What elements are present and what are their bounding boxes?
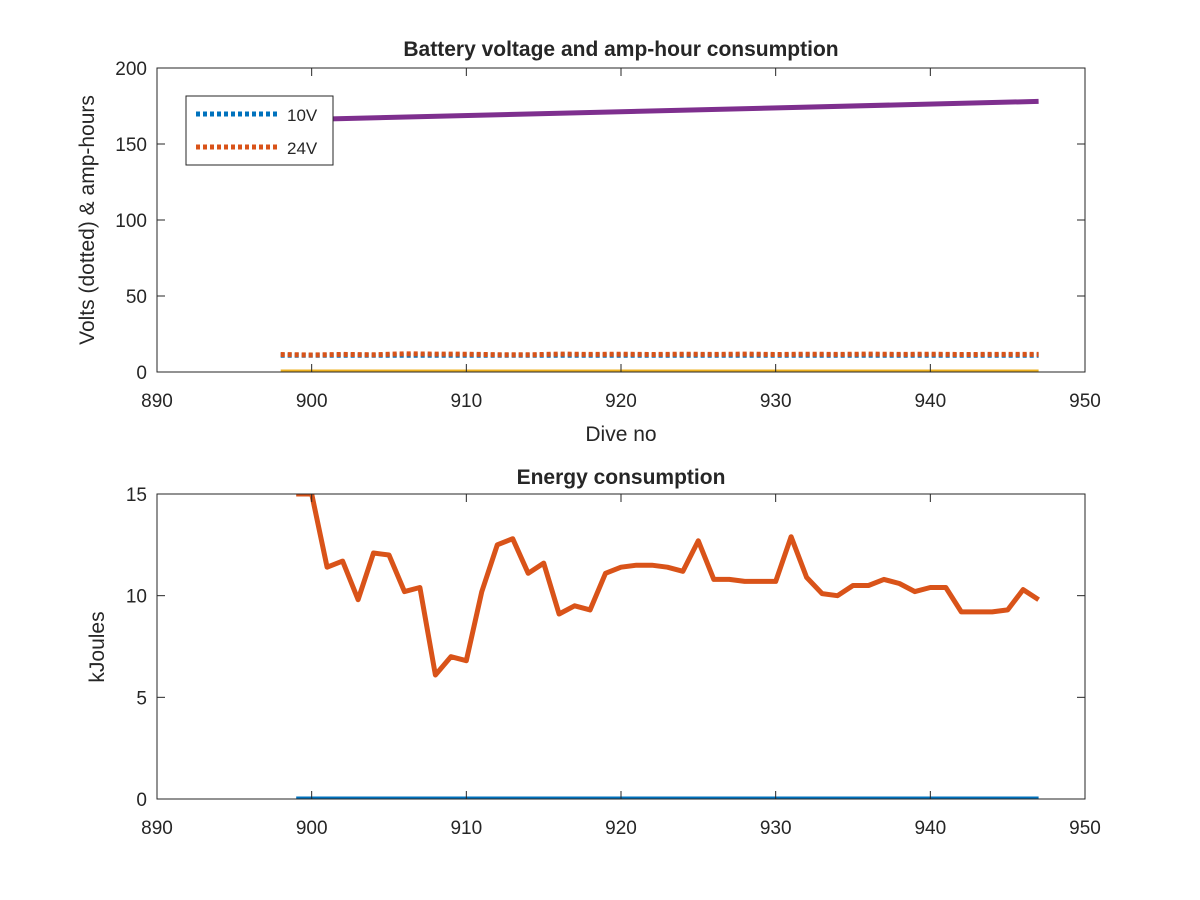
top-y-tick-label: 200 — [115, 59, 147, 80]
bottom-chart-title: Energy consumption — [517, 466, 726, 489]
top-y-tick-label: 50 — [126, 287, 147, 308]
top-x-tick-label: 920 — [605, 391, 637, 412]
top-x-tick-label: 910 — [450, 391, 482, 412]
bottom-series-line-1 — [296, 494, 1040, 678]
bottom-x-tick-label: 920 — [605, 818, 637, 839]
top-x-axis-label: Dive no — [585, 423, 656, 446]
top-x-tick-label: 940 — [914, 391, 946, 412]
top-y-tick-label: 100 — [115, 211, 147, 232]
bottom-x-tick-label: 930 — [760, 818, 792, 839]
top-series-line-1 — [280, 351, 1039, 358]
bottom-y-tick-label: 0 — [136, 790, 147, 811]
top-y-tick-label: 150 — [115, 135, 147, 156]
top-y-axis-label: Volts (dotted) & amp-hours — [76, 95, 99, 345]
top-chart-title: Battery voltage and amp-hour consumption — [403, 38, 838, 61]
bottom-y-tick-label: 15 — [126, 485, 147, 506]
bottom-series-group — [296, 494, 1040, 799]
bottom-y-axis-label: kJoules — [86, 611, 109, 682]
top-x-tick-label: 930 — [760, 391, 792, 412]
top-x-tick-label: 950 — [1069, 391, 1101, 412]
top-series-group — [280, 98, 1039, 372]
legend-label: 10V — [287, 106, 318, 125]
legend-label: 24V — [287, 139, 318, 158]
bottom-axes: Energy consumption kJoules 890 900 910 920 9… — [86, 466, 1101, 839]
top-x-tick-label: 890 — [141, 391, 173, 412]
top-axes: Battery voltage and amp-hour consumption… — [76, 38, 1101, 446]
bottom-y-tick-label: 5 — [136, 688, 147, 709]
bottom-x-tick-label: 950 — [1069, 818, 1101, 839]
legend-box — [185, 95, 334, 166]
bottom-x-tick-label: 900 — [296, 818, 328, 839]
bottom-x-tick-label: 890 — [141, 818, 173, 839]
top-x-tick-label: 900 — [296, 391, 328, 412]
bottom-x-tick-label: 940 — [914, 818, 946, 839]
top-series-line-3 — [296, 98, 1039, 123]
bottom-y-tick-label: 10 — [126, 587, 147, 608]
bottom-x-tick-label: 910 — [450, 818, 482, 839]
top-y-tick-label: 0 — [136, 363, 147, 384]
legend: 10V 24V — [185, 95, 334, 166]
